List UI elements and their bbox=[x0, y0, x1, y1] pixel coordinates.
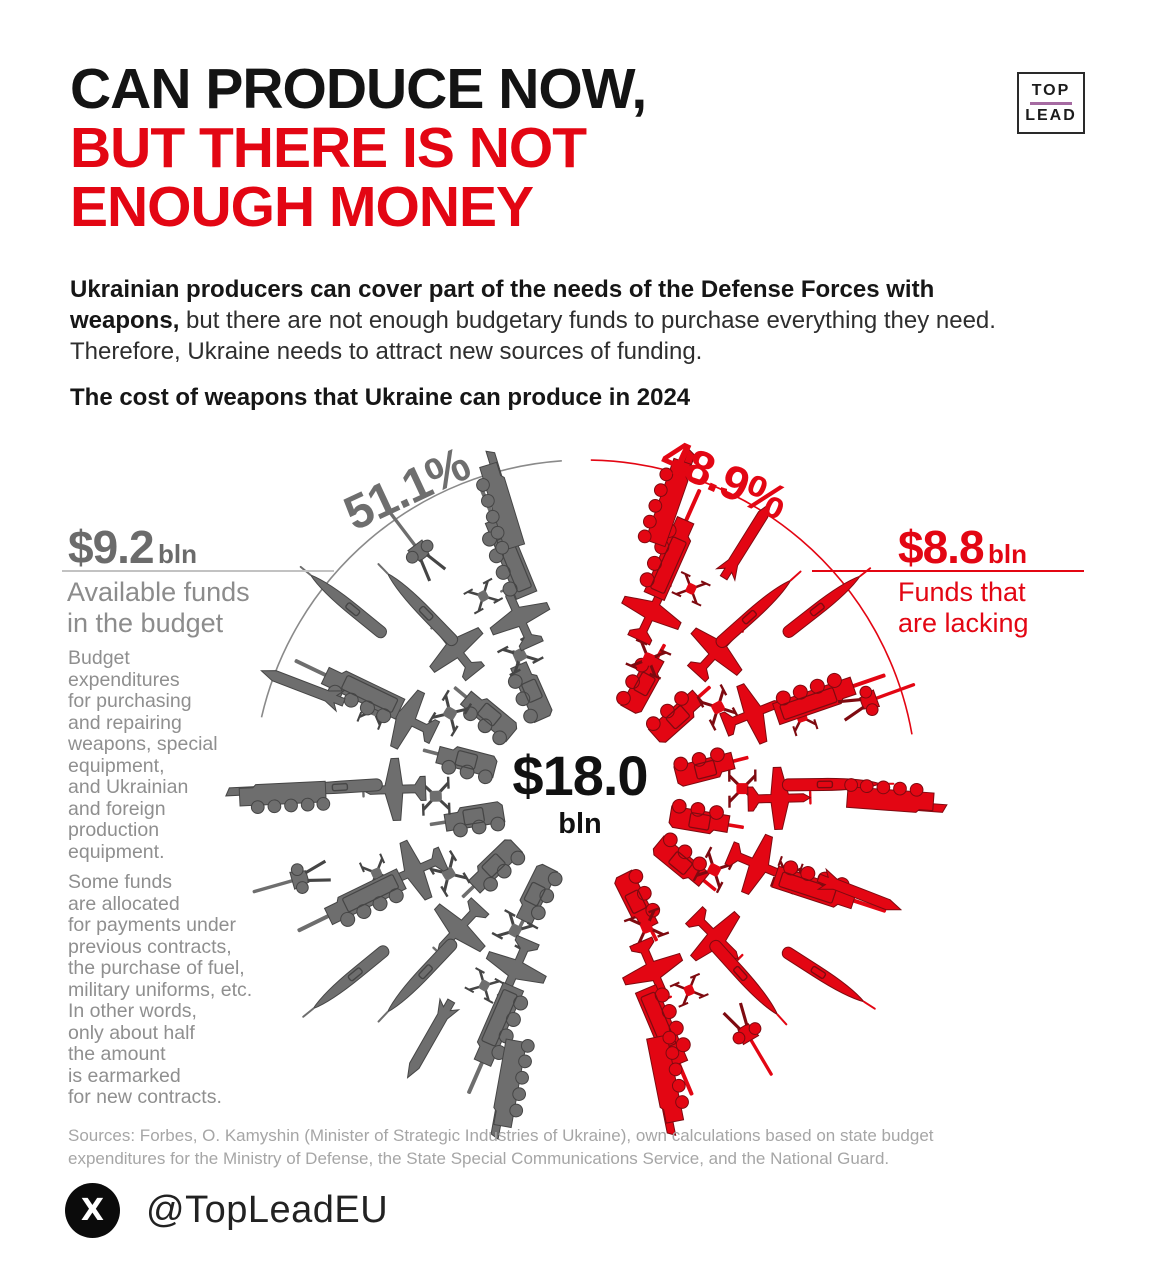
sources-note: Sources: Forbes, O. Kamyshin (Minister o… bbox=[68, 1126, 934, 1168]
right-stat-value: $8.8 bbox=[898, 521, 985, 573]
drone-icon bbox=[462, 577, 504, 615]
right-stat-label: Funds that are lacking bbox=[898, 577, 1029, 638]
left-divider-line bbox=[62, 570, 334, 572]
bigtruck-icon bbox=[224, 780, 331, 816]
drone-icon bbox=[670, 570, 712, 607]
drone-icon bbox=[668, 972, 710, 1009]
footer: X @TopLeadEU bbox=[65, 1183, 388, 1238]
intro-paragraph: Ukrainian producers can cover part of th… bbox=[70, 274, 1030, 367]
logo-top-text: TOP bbox=[1031, 81, 1071, 99]
intro-bold-text: Ukrainian producers can cover part of th… bbox=[70, 276, 935, 334]
section-title: The cost of weapons that Ukraine can pro… bbox=[70, 384, 691, 411]
right-divider-line bbox=[812, 570, 1084, 572]
logo-divider bbox=[1030, 101, 1072, 105]
title-line-3: ENOUGH MONEY bbox=[70, 175, 534, 239]
boat-icon bbox=[298, 942, 392, 1023]
left-note-1: Budget expenditures for purchasing and r… bbox=[68, 647, 218, 863]
boat-icon bbox=[372, 558, 461, 649]
plane-icon bbox=[746, 766, 813, 831]
plane-icon bbox=[671, 892, 762, 983]
right-half-arc bbox=[590, 459, 913, 735]
missile-icon bbox=[397, 995, 462, 1084]
arty-icon bbox=[246, 854, 334, 909]
left-stat-label: Available funds in the budget bbox=[67, 577, 250, 638]
right-stat: $8.8 bln bbox=[898, 520, 1027, 574]
left-stat-unit: bln bbox=[157, 539, 197, 569]
intro-regular-text: but there are not enough budgetary funds… bbox=[70, 307, 996, 365]
x-logo-icon[interactable]: X bbox=[65, 1183, 120, 1238]
toplead-logo: TOP LEAD bbox=[1017, 72, 1085, 134]
boat-icon bbox=[295, 561, 390, 641]
boat-icon bbox=[706, 937, 793, 1030]
left-stat: $9.2 bln bbox=[68, 520, 197, 574]
center-total-value: $18.0 bbox=[512, 744, 648, 807]
social-handle[interactable]: @TopLeadEU bbox=[146, 1189, 389, 1231]
boat-icon bbox=[779, 944, 880, 1015]
title-line-1: CAN PRODUCE NOW, bbox=[70, 57, 647, 121]
right-stat-unit: bln bbox=[987, 539, 1027, 569]
left-note-2: Some funds are allocated for payments un… bbox=[68, 871, 253, 1108]
boat-icon bbox=[780, 562, 876, 641]
truck-icon bbox=[453, 836, 529, 911]
left-stat-value: $9.2 bbox=[68, 521, 155, 573]
title-line-2: BUT THERE IS NOT bbox=[70, 116, 587, 180]
howtruck-icon bbox=[771, 856, 893, 924]
center-total-unit: bln bbox=[558, 808, 602, 840]
page-title: CAN PRODUCE NOW, BUT THERE IS NOT ENOUGH… bbox=[70, 57, 647, 239]
center-total: $18.0 bln bbox=[455, 748, 705, 841]
logo-bottom-text: LEAD bbox=[1025, 106, 1077, 124]
left-half-arc bbox=[260, 460, 562, 718]
